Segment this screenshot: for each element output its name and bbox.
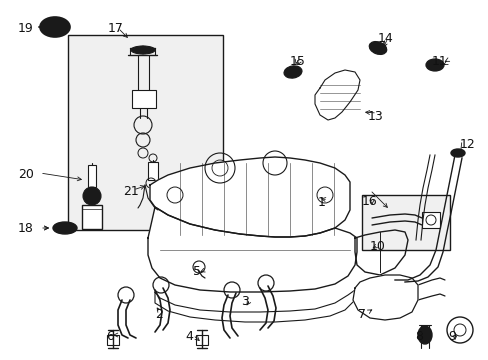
Bar xyxy=(361,195,449,250)
Text: 9: 9 xyxy=(447,330,455,343)
Polygon shape xyxy=(150,157,349,237)
Text: 6: 6 xyxy=(106,330,114,343)
Text: 14: 14 xyxy=(377,32,393,45)
Text: 5: 5 xyxy=(193,265,201,278)
Bar xyxy=(88,165,96,187)
Polygon shape xyxy=(354,230,407,275)
Bar xyxy=(107,335,119,345)
Bar xyxy=(68,35,223,230)
Bar xyxy=(196,335,207,345)
Bar xyxy=(132,90,156,108)
Text: 2: 2 xyxy=(155,308,163,321)
Ellipse shape xyxy=(46,21,64,33)
Text: 17: 17 xyxy=(108,22,123,35)
Bar xyxy=(148,162,158,180)
Bar xyxy=(82,205,102,229)
Text: 1: 1 xyxy=(317,196,325,209)
Text: 16: 16 xyxy=(361,195,377,208)
Ellipse shape xyxy=(40,17,70,37)
Circle shape xyxy=(139,46,147,54)
Text: 7: 7 xyxy=(357,308,365,321)
Ellipse shape xyxy=(368,41,386,54)
Text: 15: 15 xyxy=(289,55,305,68)
Circle shape xyxy=(83,187,101,205)
Text: 19: 19 xyxy=(18,22,34,35)
Polygon shape xyxy=(155,290,356,322)
Text: 20: 20 xyxy=(18,168,34,181)
Text: 13: 13 xyxy=(367,110,383,123)
Circle shape xyxy=(430,61,438,69)
Ellipse shape xyxy=(53,222,77,234)
Ellipse shape xyxy=(131,46,155,54)
Text: 21: 21 xyxy=(123,185,139,198)
Circle shape xyxy=(288,68,296,76)
Text: 11: 11 xyxy=(431,55,447,68)
Bar xyxy=(421,212,439,228)
Text: 8: 8 xyxy=(414,330,422,343)
Text: 10: 10 xyxy=(369,240,385,253)
Text: 4: 4 xyxy=(184,330,192,343)
Text: 12: 12 xyxy=(459,138,475,151)
Ellipse shape xyxy=(284,66,301,78)
Ellipse shape xyxy=(450,149,464,157)
Ellipse shape xyxy=(417,326,431,344)
Text: 18: 18 xyxy=(18,222,34,235)
Circle shape xyxy=(373,44,381,52)
Text: 3: 3 xyxy=(241,295,248,308)
Polygon shape xyxy=(314,70,359,120)
Polygon shape xyxy=(148,207,356,292)
Ellipse shape xyxy=(425,59,443,71)
Polygon shape xyxy=(352,275,417,320)
